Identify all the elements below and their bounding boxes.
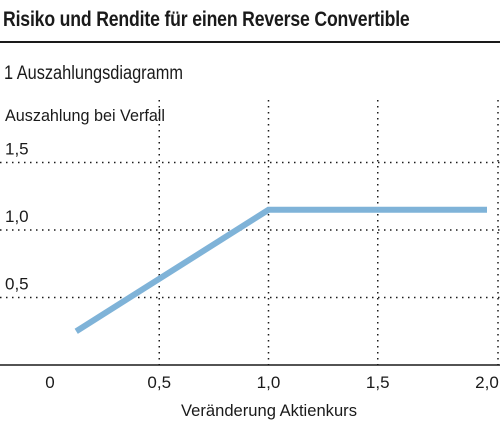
chart-title: Risiko und Rendite für einen Reverse Con…: [3, 8, 410, 31]
x-tick-label: 2,0: [475, 373, 499, 392]
y-tick-label: 0,5: [5, 275, 29, 294]
series-layer: [74, 206, 487, 334]
payoff-line: [74, 206, 487, 334]
y-tick-labels: 0,5 1,0 1,5: [5, 140, 29, 294]
grid-lines: [0, 100, 500, 365]
x-tick-label: 1,5: [366, 373, 390, 392]
x-tick-label: 0: [45, 373, 54, 392]
x-tick-labels: 0 0,5 1,0 1,5 2,0: [45, 373, 499, 392]
y-tick-label: 1,0: [5, 207, 29, 226]
x-tick-label: 1,0: [257, 373, 281, 392]
y-axis-label: Auszahlung bei Verfall: [5, 106, 165, 125]
y-tick-label: 1,5: [5, 140, 29, 159]
title-divider: [0, 41, 500, 43]
chart-subtitle: 1 Auszahlungsdiagramm: [4, 63, 183, 84]
x-axis-label: Veränderung Aktienkurs: [181, 401, 357, 420]
x-tick-label: 0,5: [147, 373, 171, 392]
